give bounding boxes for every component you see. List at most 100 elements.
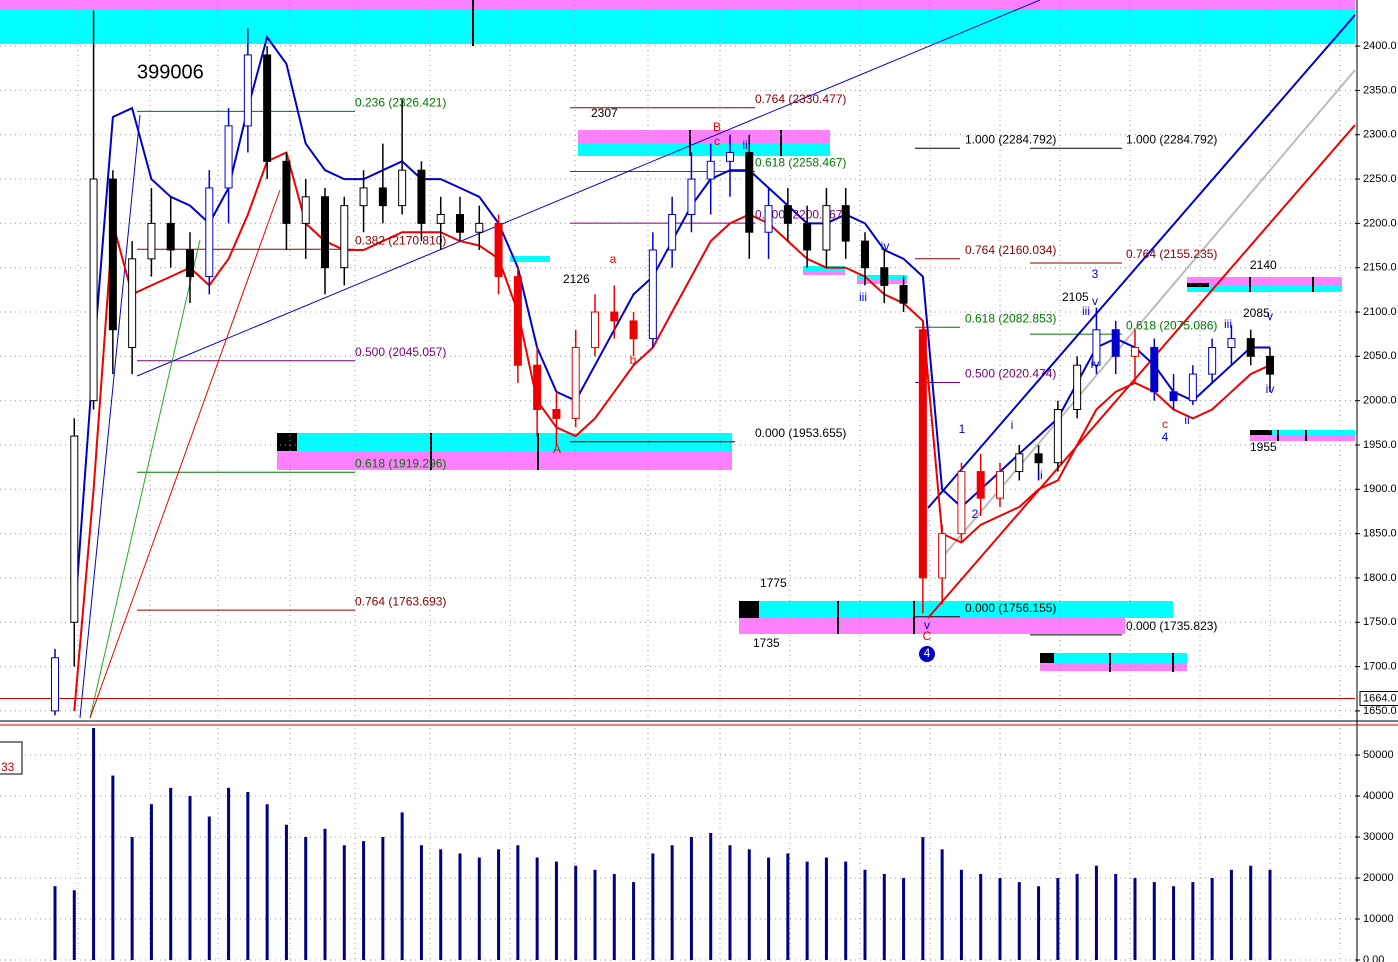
volume-bar [439,849,443,960]
volume-bar [1094,865,1098,960]
y-tick-label: 2100.0 [1363,306,1397,318]
candle-body [243,54,252,127]
volume-bar [227,787,231,960]
volume-bar [593,869,597,960]
candle-body [128,258,137,348]
volume-bar [72,890,76,960]
fib-label: 0.500 (2045.057) [355,345,446,359]
wave-label: ii [1184,413,1189,427]
candle-body [321,196,329,269]
trend-line [927,14,1356,509]
fib-label: 0.764 (2330.477) [755,92,846,106]
candle-body [764,205,773,233]
volume-bar [284,824,288,960]
volume-bar [786,853,790,960]
fib-label: 0.764 (2160.034) [965,243,1056,257]
volume-bar [979,873,983,960]
zone-box [1040,653,1054,663]
volume-bar [246,791,250,960]
candle-body [1111,329,1120,357]
volume-bar [554,861,558,960]
wave-label: 1 [959,422,966,436]
candle-body [591,311,599,348]
candle-body [822,205,831,251]
volume-bar [419,845,423,960]
candle-body [668,214,677,251]
y-tick-label: 2300.0 [1363,129,1397,141]
fib-label: 0.764 (2155.235) [1126,247,1217,261]
volume-bar [709,832,713,960]
candle-body [1131,346,1139,357]
volume-bar [1229,869,1233,960]
zone-box [1187,277,1342,285]
wave-label: iv [881,239,890,253]
last-price-box [1359,690,1398,706]
wave-label: 2 [972,507,979,521]
fib-label: 0.000 (1953.655) [755,426,846,440]
wave-label: v [1267,309,1273,323]
candle-body [571,346,580,419]
zone-box [1250,436,1355,441]
candle-body [706,160,715,180]
y-tick-label: 1850.0 [1363,528,1397,540]
wave-label: i [1011,418,1014,432]
price-label: 1735 [753,636,780,650]
volume-bar [728,845,732,960]
wave-label: v [924,618,930,632]
wave-label: B [713,120,721,134]
volume-bar [1133,878,1137,960]
volume-bar [111,775,115,960]
volume-bar [188,796,192,960]
wave-label: ii [742,138,747,152]
volume-bar [844,861,848,960]
candle-body [224,125,233,189]
wave-label: ii [1037,468,1042,482]
wave-label: a [610,252,617,266]
volume-bar [535,857,539,960]
zone-box [1187,285,1342,292]
candle-body [398,169,407,207]
volume-bar [651,853,655,960]
zone-box [578,144,830,156]
candle-body [89,178,98,402]
zone-box [277,433,732,451]
trend-line [939,69,1356,561]
volume-tick-label: 20000 [1363,872,1394,884]
candle-body [263,54,272,162]
candle-body [340,205,349,269]
trend-line [89,239,201,719]
zone-box [0,10,1355,44]
volume-bar [1268,869,1272,960]
fib-label: 0.618 (2258.467) [755,156,846,170]
candle-body [1208,346,1217,375]
candle-body [1034,453,1043,464]
y-tick-label: 1750.0 [1363,616,1397,628]
zone-box [739,601,759,618]
y-tick-label: 1700.0 [1363,660,1397,672]
candle-body [726,151,734,162]
fib-label: 0.618 (1919.296) [355,456,446,470]
y-tick-label: 2200.0 [1363,217,1397,229]
fib-label: 0.236 (2326.421) [355,95,446,109]
fib-label: 0.382 (2170.810) [355,233,446,247]
y-tick-label: 2050.0 [1363,350,1397,362]
candle-body [186,249,194,278]
candle-body [976,471,985,499]
zone-box [1250,430,1272,435]
volume-bar [612,873,616,960]
candle-body [147,222,156,260]
wave-label: 4 [1162,430,1169,444]
price-label: 2126 [563,272,590,286]
volume-tick-label: 10000 [1363,913,1394,925]
candle-body [1246,338,1255,357]
wave-label: iii [1082,304,1090,318]
indicator-label: 33 [1,760,15,774]
y-tick-label: 2000.0 [1363,395,1397,407]
candle-body [1188,373,1197,402]
fib-label: 1.000 (2284.792) [1126,132,1217,146]
volume-bar [805,861,809,960]
wave-label: c [714,134,720,148]
candle-body [205,187,214,278]
candle-body [1092,329,1101,366]
